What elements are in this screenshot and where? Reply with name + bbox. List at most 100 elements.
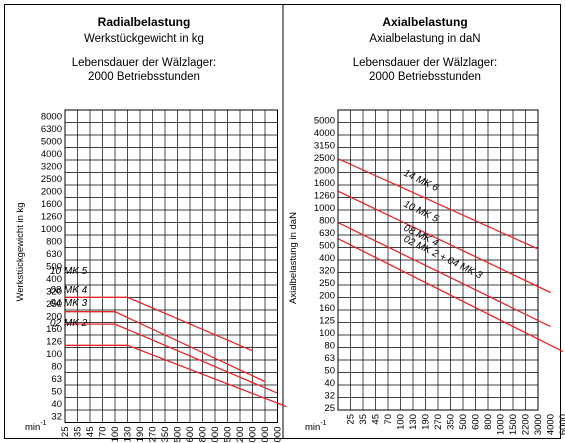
right-y-tick-label: 1260 — [314, 191, 335, 202]
left-x-tick-label: 190 — [135, 427, 146, 443]
right-x-axis-label: min-1 — [305, 420, 327, 433]
left-y-tick-label: 1260 — [41, 212, 62, 223]
left-chart-subtitle-3: 2000 Betriebsstunden — [88, 71, 200, 83]
left-x-tick-label: 130 — [123, 427, 134, 443]
left-y-tick-label: 8000 — [41, 112, 62, 123]
right-y-tick-label: 2000 — [314, 166, 335, 177]
left-plot-frame — [64, 109, 278, 423]
right-y-tick-label: 200 — [319, 291, 335, 302]
left-series-line-1 — [65, 311, 266, 383]
right-y-tick-label: 2500 — [314, 153, 335, 164]
left-series-label: 10 MK 5 — [50, 266, 88, 277]
right-y-tick-label: 125 — [319, 316, 335, 327]
right-y-tick-label: 250 — [319, 278, 335, 289]
right-x-tick-label: 6000 — [558, 414, 565, 435]
left-series-line-3 — [65, 344, 287, 408]
left-series-line-2 — [65, 323, 278, 394]
right-y-tick-label: 80 — [324, 341, 335, 352]
left-x-tick-label: 1500 — [223, 427, 234, 443]
left-y-tick-label: 100 — [46, 349, 62, 360]
left-y-tick-label: 5000 — [41, 137, 62, 148]
left-y-tick-label: 2000 — [41, 187, 62, 198]
right-x-tick-label: 270 — [433, 414, 444, 430]
left-x-tick-label: 2200 — [235, 427, 246, 443]
right-x-tick-label: 70 — [383, 414, 394, 425]
right-y-tick-label: 100 — [319, 328, 335, 339]
right-x-tick-label: 350 — [446, 414, 457, 430]
left-y-tick-label: 200 — [46, 312, 62, 323]
right-y-tick-label: 400 — [319, 253, 335, 264]
right-y-tick-label: 3150 — [314, 141, 335, 152]
right-chart-subtitle-3: 2000 Betriebsstunden — [369, 71, 481, 83]
right-series-line-0 — [338, 158, 539, 250]
left-y-tick-label: 32 — [51, 412, 62, 423]
right-x-tick-label: 1500 — [508, 414, 519, 435]
left-y-tick-label: 2500 — [41, 174, 62, 185]
right-y-tick-label: 800 — [319, 216, 335, 227]
left-series-line-0 — [65, 296, 253, 352]
left-y-tick-label: 63 — [51, 374, 62, 385]
right-x-tick-label: 190 — [421, 414, 432, 430]
right-x-tick-label: 3000 — [533, 414, 544, 435]
left-series-label: 04 MK 3 — [50, 298, 88, 309]
left-y-tick-label: 126 — [46, 337, 62, 348]
left-x-tick-label: 800 — [198, 427, 209, 443]
left-y-tick-label: 80 — [51, 362, 62, 373]
right-chart-subtitle-1: Axialbelastung in daN — [369, 33, 480, 45]
left-x-axis-label: min-1 — [25, 420, 47, 433]
right-x-tick-label: 25 — [346, 414, 357, 425]
right-x-tick-label: 130 — [408, 414, 419, 430]
right-y-tick-label: 630 — [319, 228, 335, 239]
left-chart-title: Radialbelastung — [98, 15, 191, 29]
right-x-tick-label: 100 — [396, 414, 407, 430]
left-y-tick-label: 6300 — [41, 124, 62, 135]
right-y-tick-label: 160 — [319, 303, 335, 314]
left-y-tick-label: 630 — [46, 249, 62, 260]
left-y-tick-label: 3200 — [41, 162, 62, 173]
left-x-tick-label: 350 — [160, 427, 171, 443]
right-y-tick-label: 40 — [324, 378, 335, 389]
right-chart-subtitle-2: Lebensdauer der Wälzlager: — [353, 57, 497, 69]
left-y-axis-label: Werkstückgewicht in kg — [15, 202, 26, 301]
right-x-tick-label: 600 — [471, 414, 482, 430]
left-y-tick-label: 400 — [46, 274, 62, 285]
right-series-line-2 — [338, 222, 551, 328]
left-x-tick-label: 70 — [98, 427, 109, 438]
left-y-tick-label: 1000 — [41, 224, 62, 235]
left-x-tick-label: 25 — [60, 427, 71, 438]
left-x-tick-label: 35 — [73, 427, 84, 438]
right-x-tick-label: 35 — [358, 414, 369, 425]
right-y-tick-label: 500 — [319, 241, 335, 252]
left-y-tick-label: 1600 — [41, 199, 62, 210]
right-x-tick-label: 4000 — [546, 414, 557, 435]
panel-frames — [4, 4, 561, 439]
left-plot-area: 8000630050004000320025002000160012601000… — [41, 109, 287, 443]
left-chart-subtitle-2: Lebensdauer der Wälzlager: — [72, 57, 216, 69]
left-y-tick-label: 160 — [46, 324, 62, 335]
right-y-axis-label: Axialbelastung in daN — [288, 212, 299, 304]
left-series-label: 08 MK 4 — [50, 285, 88, 296]
left-y-tick-label: 40 — [51, 399, 62, 410]
right-y-tick-label: 25 — [324, 403, 335, 414]
left-x-tick-label: 600 — [185, 427, 196, 443]
left-y-tick-label: 800 — [46, 237, 62, 248]
left-y-tick-label: 50 — [51, 387, 62, 398]
left-x-tick-label: 100 — [110, 427, 121, 443]
right-y-tick-label: 63 — [324, 353, 335, 364]
right-x-tick-label: 2200 — [521, 414, 532, 435]
right-y-tick-label: 4000 — [314, 128, 335, 139]
left-x-tick-label: 45 — [85, 427, 96, 438]
right-x-tick-label: 45 — [371, 414, 382, 425]
right-series-line-3 — [338, 238, 564, 353]
right-x-tick-label: 800 — [483, 414, 494, 430]
right-y-tick-label: 320 — [319, 266, 335, 277]
right-y-tick-label: 1600 — [314, 178, 335, 189]
left-x-tick-label: 500 — [173, 427, 184, 443]
left-y-tick-label: 320 — [46, 287, 62, 298]
right-x-tick-label: 1000 — [496, 414, 507, 435]
left-x-tick-label: 3000 — [248, 427, 259, 443]
left-x-tick-label: 1000 — [210, 427, 221, 443]
left-x-tick-label: 4000 — [260, 427, 271, 443]
right-y-tick-label: 5000 — [314, 116, 335, 127]
right-y-tick-label: 50 — [324, 366, 335, 377]
